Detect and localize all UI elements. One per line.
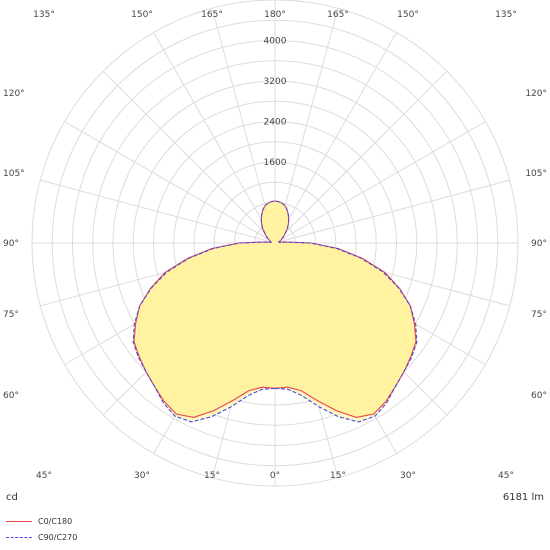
angle-label-bottom: 45° [36,471,52,481]
angle-label-top: 165° [201,10,223,20]
angle-label-bottom: 30° [134,471,150,481]
grid-spoke [274,121,486,244]
grid-spoke [64,121,276,244]
angle-label-top: 150° [397,10,419,20]
legend-label-c0-c180: C0/C180 [38,517,73,526]
legend-label-c90-c270: C90/C270 [38,533,78,542]
angle-label-left: 75° [3,310,19,320]
grid-spoke [274,32,397,244]
angle-label-bottom: 15° [204,471,220,481]
grid-spoke [274,8,339,244]
angle-label-right: 105° [525,169,547,179]
radial-tick-label: 3200 [264,77,287,87]
grid-spoke [102,70,276,244]
angle-label-top: 180° [264,10,286,20]
unit-label: cd [6,492,18,503]
angle-label-bottom: 30° [400,471,416,481]
series-line-c90-c270 [132,200,418,423]
grid-spoke [274,70,448,244]
angle-label-bottom: 45° [498,471,514,481]
lumen-label: 6181 lm [502,492,544,503]
angle-label-left: 120° [3,89,25,99]
legend-swatch-c90-c270 [6,537,32,538]
legend-item-c0-c180: C0/C180 [6,517,72,526]
series-curves [132,200,418,423]
angle-label-left: 60° [3,391,19,401]
angle-label-bottom: 0° [270,471,280,481]
angle-label-top: 135° [495,10,517,20]
angle-label-top: 135° [33,10,55,20]
radial-tick-label: 1600 [264,158,287,168]
angle-label-right: 90° [531,239,547,249]
grid-spoke [40,179,276,244]
angle-label-right: 60° [531,391,547,401]
legend-swatch-c0-c180 [6,521,32,522]
angle-label-bottom: 15° [330,471,346,481]
angle-label-right: 120° [525,89,547,99]
radial-tick-label: 4000 [264,37,287,47]
grid-spoke [274,179,510,244]
angle-label-top: 165° [327,10,349,20]
angle-label-right: 75° [531,310,547,320]
angle-label-left: 105° [3,169,25,179]
angle-label-left: 90° [3,239,19,249]
intensity-fill [133,201,417,422]
angle-label-top: 150° [131,10,153,20]
grid-spoke [211,8,276,244]
grid-spoke [153,32,276,244]
intensity-fill-area [133,201,417,422]
legend-item-c90-c270: C90/C270 [6,533,77,542]
series-line-c0-c180 [133,200,417,418]
axis-labels: 1600 2400 3200 4000 45° 30° 15° 0° 15° 30° 45° 135°… [3,10,547,481]
radial-tick-label: 2400 [264,118,287,128]
